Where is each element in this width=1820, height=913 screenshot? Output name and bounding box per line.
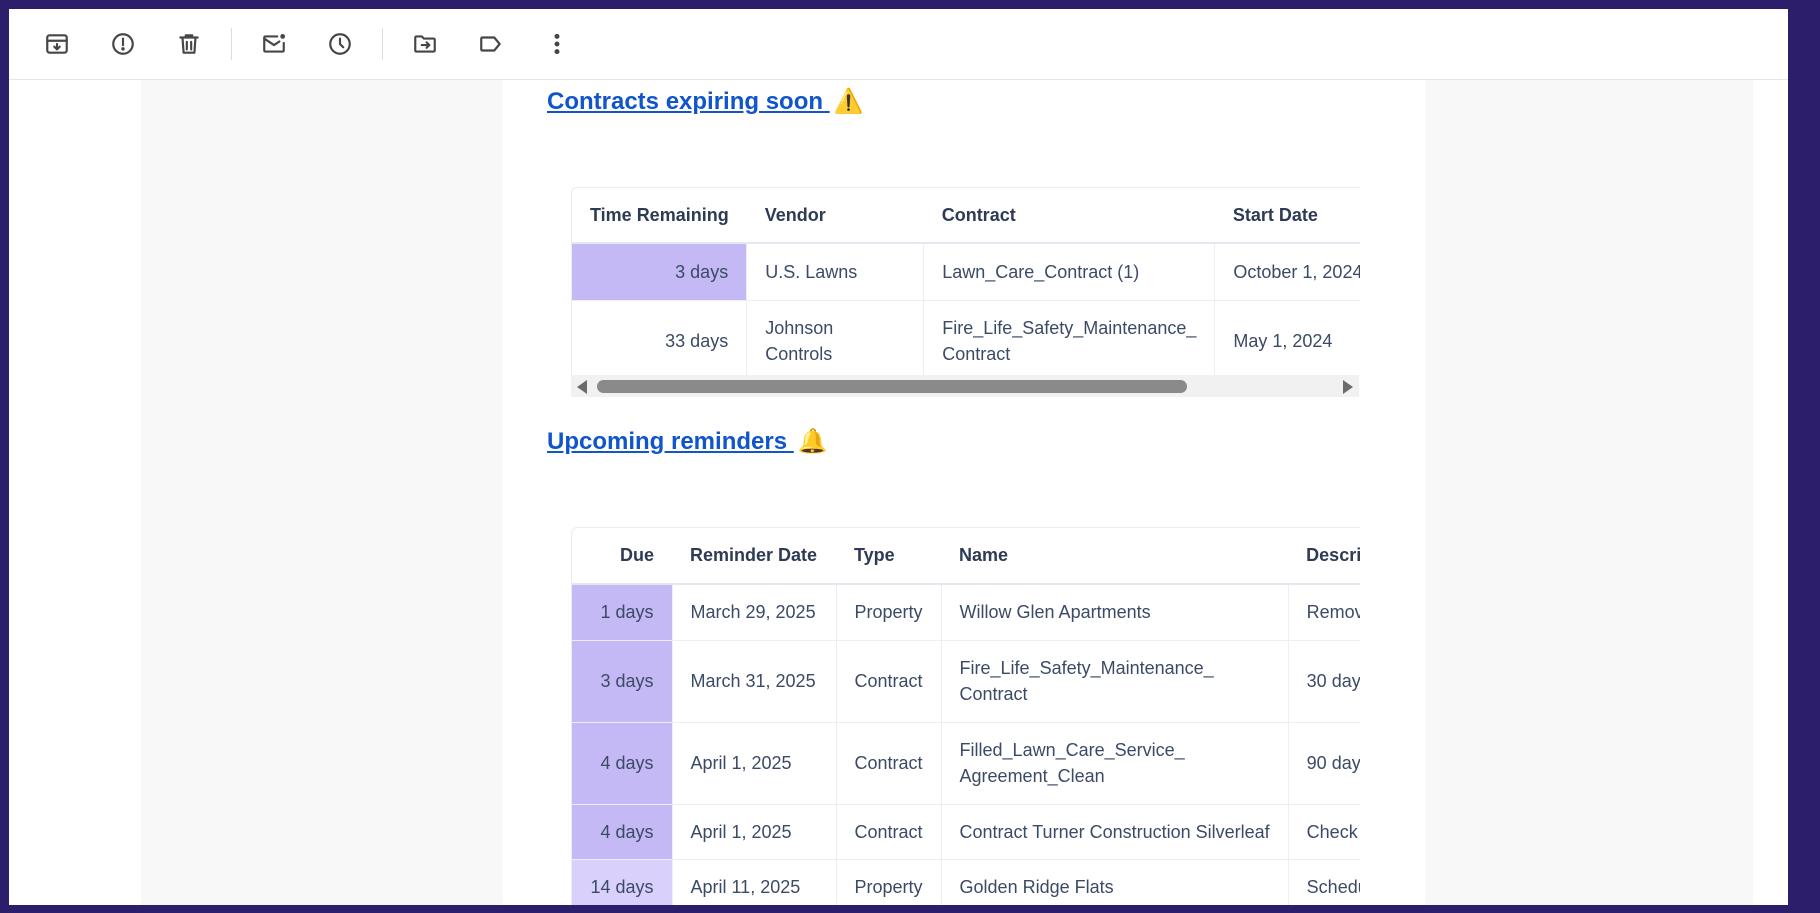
description-cell: Check bbox=[1288, 804, 1360, 860]
name-cell: Golden Ridge Flats bbox=[941, 859, 1289, 905]
more-options-icon bbox=[554, 33, 560, 55]
email-content-column: Contracts expiring soon ⚠️ Time Remainin… bbox=[503, 79, 1425, 905]
table-row: 3 days March 31, 2025 Contract Fire_Life… bbox=[572, 640, 1360, 723]
column-header: Reminder Date bbox=[672, 528, 836, 585]
delete-button[interactable] bbox=[167, 22, 211, 66]
type-cell: Contract bbox=[836, 804, 942, 860]
reminders-title: Upcoming reminders bbox=[547, 428, 788, 455]
due-cell: 3 days bbox=[572, 640, 673, 723]
message-toolbar bbox=[9, 9, 1788, 80]
message-body-area: Contracts expiring soon ⚠️ Time Remainin… bbox=[9, 79, 1788, 905]
bell-emoji-icon: 🔔 bbox=[797, 428, 828, 455]
delete-icon bbox=[179, 34, 199, 54]
name-cell: Willow Glen Apartments bbox=[941, 584, 1289, 641]
archive-button[interactable] bbox=[35, 22, 79, 66]
mark-unread-icon bbox=[263, 34, 286, 53]
type-cell: Contract bbox=[836, 722, 942, 805]
column-header: Time Remaining bbox=[572, 188, 747, 244]
mark-unread-button[interactable] bbox=[252, 22, 296, 66]
due-cell: 1 days bbox=[572, 584, 673, 641]
table-header-row: Due Reminder Date Type Name Description bbox=[572, 528, 1360, 585]
column-header: Contract bbox=[923, 188, 1215, 244]
reminder-date-cell: March 31, 2025 bbox=[672, 640, 837, 723]
scrollbar-thumb[interactable] bbox=[597, 380, 1187, 393]
column-header: Type bbox=[836, 528, 942, 585]
column-header: Start Date bbox=[1214, 188, 1360, 244]
right-gutter bbox=[1753, 79, 1788, 905]
scroll-left-arrow-icon[interactable] bbox=[577, 380, 587, 394]
time-remaining-cell: 33 days bbox=[572, 300, 748, 382]
report-spam-icon bbox=[112, 33, 134, 55]
name-cell: Filled_Lawn_Care_Service_ Agreement_Clea… bbox=[941, 722, 1289, 805]
due-cell: 4 days bbox=[572, 804, 673, 860]
vendor-cell: Johnson Controls bbox=[746, 300, 925, 382]
upcoming-reminders-link[interactable]: Upcoming reminders 🔔 bbox=[547, 427, 828, 456]
column-header: Vendor bbox=[746, 188, 924, 244]
contracts-horizontal-scrollbar[interactable] bbox=[571, 375, 1359, 397]
table-row: 14 days April 11, 2025 Property Golden R… bbox=[572, 859, 1360, 905]
label-icon bbox=[480, 36, 501, 52]
type-cell: Contract bbox=[836, 640, 942, 723]
contract-cell: Fire_Life_Safety_Maintenance_ Contract bbox=[923, 300, 1216, 382]
report-spam-button[interactable] bbox=[101, 22, 145, 66]
label-button[interactable] bbox=[469, 22, 513, 66]
reminders-table-container: Due Reminder Date Type Name Description … bbox=[571, 527, 1360, 905]
contracts-table-container: Time Remaining Vendor Contract Start Dat… bbox=[571, 187, 1360, 389]
column-header: Due bbox=[572, 528, 672, 585]
snooze-icon bbox=[329, 33, 351, 55]
table-row: 4 days April 1, 2025 Contract Contract T… bbox=[572, 804, 1360, 860]
description-cell: 90 days bbox=[1288, 722, 1360, 805]
move-to-button[interactable] bbox=[403, 22, 447, 66]
description-cell: Remove bbox=[1288, 584, 1360, 641]
description-cell: 30 days bbox=[1288, 640, 1360, 723]
description-cell: Schedule bbox=[1288, 859, 1360, 905]
reminder-date-cell: April 1, 2025 bbox=[672, 804, 837, 860]
contracts-table: Time Remaining Vendor Contract Start Dat… bbox=[572, 188, 1360, 382]
column-header: Name bbox=[941, 528, 1289, 585]
reminders-table: Due Reminder Date Type Name Description … bbox=[572, 528, 1360, 905]
more-options-button[interactable] bbox=[535, 22, 579, 66]
scroll-right-arrow-icon[interactable] bbox=[1343, 380, 1353, 394]
reminder-date-cell: April 11, 2025 bbox=[672, 859, 837, 905]
snooze-button[interactable] bbox=[318, 22, 362, 66]
column-header: Description bbox=[1288, 528, 1360, 585]
contracts-title: Contracts expiring soon bbox=[547, 88, 824, 115]
due-cell: 4 days bbox=[572, 722, 673, 805]
table-row: 3 days U.S. Lawns Lawn_Care_Contract (1)… bbox=[572, 243, 1360, 301]
reminder-date-cell: March 29, 2025 bbox=[672, 584, 837, 641]
due-cell: 14 days bbox=[572, 859, 673, 905]
name-cell: Fire_Life_Safety_Maintenance_ Contract bbox=[941, 640, 1289, 723]
table-row: 1 days March 29, 2025 Property Willow Gl… bbox=[572, 584, 1360, 641]
vendor-cell: U.S. Lawns bbox=[746, 243, 925, 301]
toolbar-divider bbox=[231, 28, 232, 60]
contracts-expiring-link[interactable]: Contracts expiring soon ⚠️ bbox=[547, 87, 864, 116]
warning-emoji-icon: ⚠️ bbox=[833, 88, 864, 115]
start-date-cell: October 1, 2024 bbox=[1214, 243, 1360, 301]
archive-icon bbox=[46, 34, 68, 54]
toolbar-divider bbox=[382, 28, 383, 60]
start-date-cell: May 1, 2024 bbox=[1214, 300, 1360, 382]
contract-cell: Lawn_Care_Contract (1) bbox=[923, 243, 1216, 301]
type-cell: Property bbox=[836, 584, 942, 641]
table-row: 33 days Johnson Controls Fire_Life_Safet… bbox=[572, 300, 1360, 382]
reminder-date-cell: April 1, 2025 bbox=[672, 722, 837, 805]
table-header-row: Time Remaining Vendor Contract Start Dat… bbox=[572, 188, 1360, 244]
time-remaining-cell: 3 days bbox=[572, 243, 748, 301]
move-to-icon bbox=[414, 35, 436, 53]
email-viewer-window: Contracts expiring soon ⚠️ Time Remainin… bbox=[9, 9, 1788, 905]
table-row: 4 days April 1, 2025 Contract Filled_Law… bbox=[572, 722, 1360, 805]
type-cell: Property bbox=[836, 859, 942, 905]
name-cell: Contract Turner Construction Silverleaf bbox=[941, 804, 1289, 860]
